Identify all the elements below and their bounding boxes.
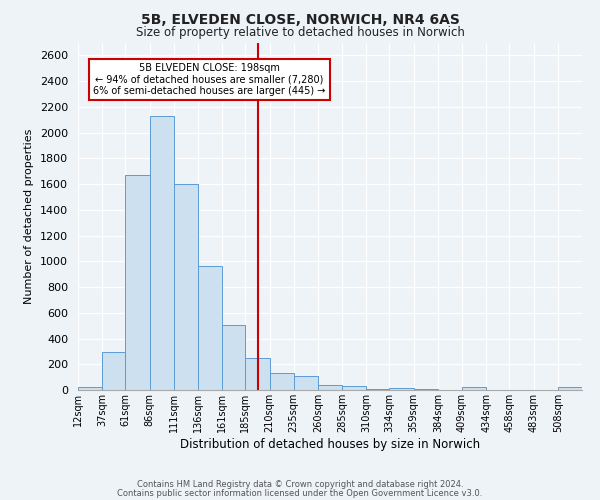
Y-axis label: Number of detached properties: Number of detached properties bbox=[25, 128, 34, 304]
Text: 5B ELVEDEN CLOSE: 198sqm
← 94% of detached houses are smaller (7,280)
6% of semi: 5B ELVEDEN CLOSE: 198sqm ← 94% of detach… bbox=[94, 63, 326, 96]
X-axis label: Distribution of detached houses by size in Norwich: Distribution of detached houses by size … bbox=[180, 438, 480, 450]
Text: Size of property relative to detached houses in Norwich: Size of property relative to detached ho… bbox=[136, 26, 464, 39]
Bar bbox=[269, 374, 294, 390]
Text: 5B, ELVEDEN CLOSE, NORWICH, NR4 6AS: 5B, ELVEDEN CLOSE, NORWICH, NR4 6AS bbox=[140, 12, 460, 26]
Text: Contains public sector information licensed under the Open Government Licence v3: Contains public sector information licen… bbox=[118, 488, 482, 498]
Bar bbox=[149, 116, 174, 390]
Text: Contains HM Land Registry data © Crown copyright and database right 2024.: Contains HM Land Registry data © Crown c… bbox=[137, 480, 463, 489]
Bar bbox=[78, 388, 102, 390]
Bar bbox=[318, 386, 342, 390]
Bar bbox=[174, 184, 198, 390]
Bar bbox=[294, 376, 318, 390]
Bar bbox=[102, 352, 125, 390]
Bar bbox=[462, 388, 486, 390]
Bar bbox=[125, 175, 149, 390]
Bar bbox=[222, 325, 245, 390]
Bar bbox=[342, 386, 366, 390]
Bar bbox=[389, 388, 413, 390]
Bar bbox=[198, 266, 222, 390]
Bar bbox=[245, 358, 269, 390]
Bar bbox=[558, 388, 582, 390]
